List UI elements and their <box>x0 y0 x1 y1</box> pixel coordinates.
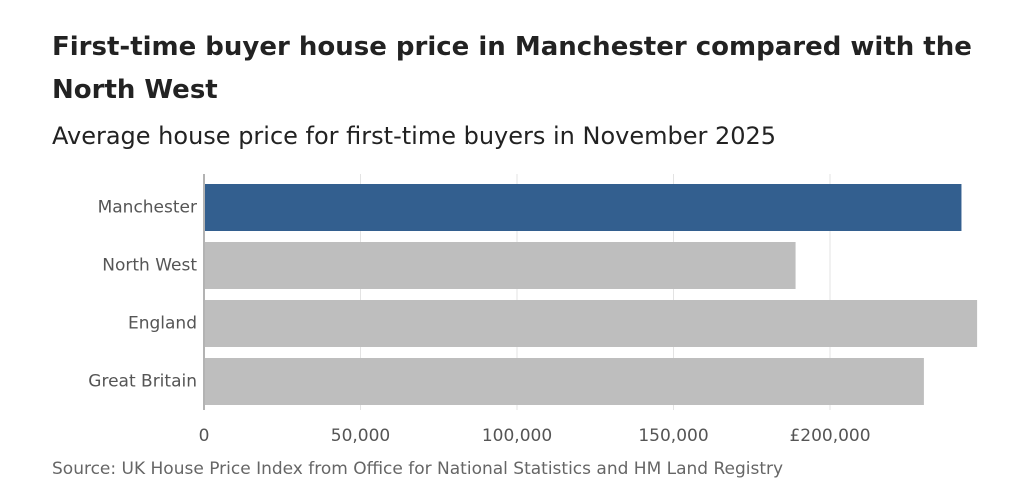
category-label: England <box>128 314 197 334</box>
category-labels: Manchester North West England Great Britain <box>88 198 197 392</box>
bar-england <box>204 300 978 347</box>
bar-north-west <box>204 242 796 289</box>
bars <box>204 184 978 405</box>
x-tick-label: 100,000 <box>482 426 552 446</box>
bar-great-britain <box>204 358 924 405</box>
bar-manchester <box>204 184 962 231</box>
chart-title: First-time buyer house price in Manchest… <box>52 32 972 105</box>
x-tick-label: 150,000 <box>638 426 708 446</box>
category-label: Great Britain <box>88 372 197 392</box>
category-label: North West <box>102 256 197 276</box>
x-tick-label: 50,000 <box>331 426 390 446</box>
x-axis-ticks: 0 50,000 100,000 150,000 £200,000 <box>199 174 871 446</box>
source-note: Source: UK House Price Index from Office… <box>52 459 784 479</box>
chart-subtitle: Average house price for first-time buyer… <box>52 122 777 150</box>
category-label: Manchester <box>98 198 197 218</box>
x-tick-label: £200,000 <box>789 426 870 446</box>
x-tick-label: 0 <box>199 426 210 446</box>
